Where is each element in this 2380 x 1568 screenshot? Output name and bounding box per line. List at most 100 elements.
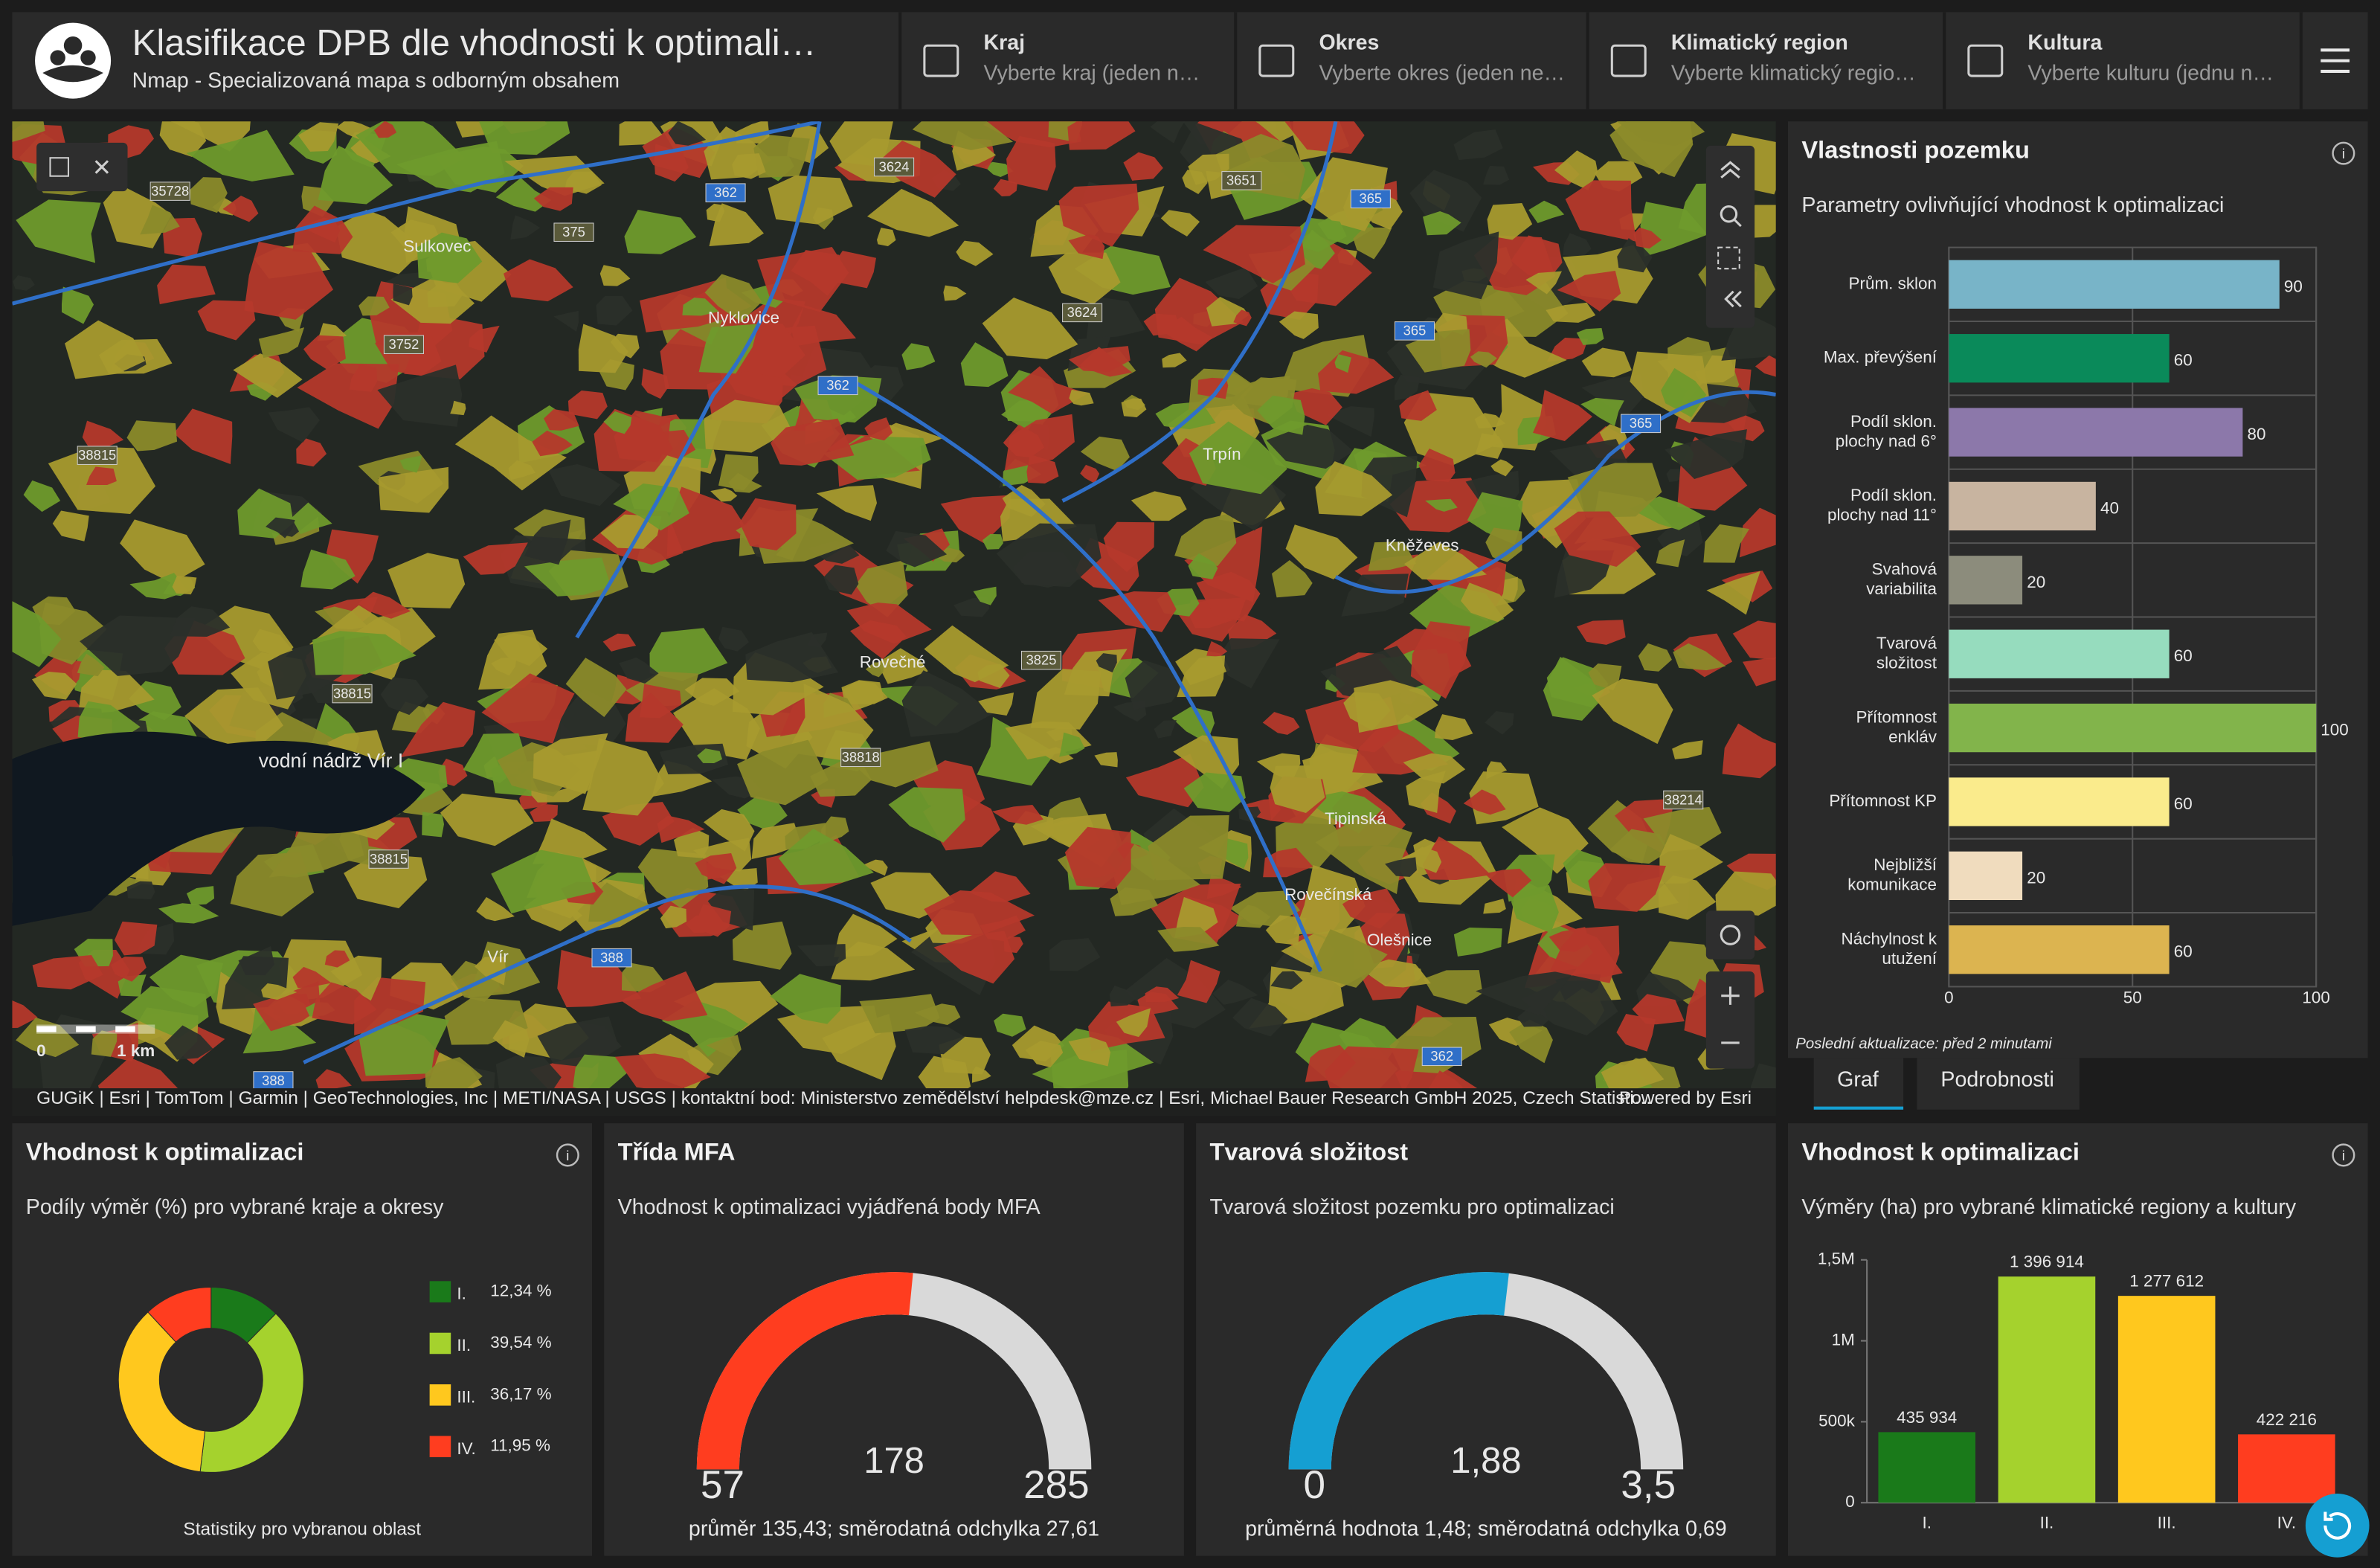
panel	[1196, 1123, 1776, 1556]
category-label: Přítomnost KP	[1829, 791, 1937, 810]
land-parcel	[1487, 203, 1533, 240]
land-parcel	[1257, 395, 1305, 435]
road-shield	[1663, 790, 1704, 810]
land-parcel	[732, 153, 766, 179]
land-parcel	[757, 247, 849, 312]
value-label: 90	[2284, 277, 2303, 295]
road-number: 362	[826, 377, 849, 393]
refresh-button[interactable]	[2305, 1494, 2370, 1558]
land-parcel	[1096, 653, 1117, 673]
tab-label: Podrobnosti	[1940, 1067, 2053, 1091]
menu-button[interactable]	[2303, 15, 2365, 106]
locate-button[interactable]	[1705, 910, 1755, 960]
tab[interactable]: Podrobnosti	[1917, 1058, 2080, 1110]
land-parcel	[940, 495, 1012, 544]
land-parcel	[1160, 210, 1200, 237]
land-parcel	[1206, 640, 1228, 657]
road-shield	[705, 183, 746, 202]
road-shield	[332, 684, 373, 704]
land-parcel	[479, 121, 570, 155]
bar	[1949, 629, 2170, 678]
land-parcel	[620, 971, 708, 1022]
land-parcel	[80, 615, 196, 676]
selection-tools[interactable]	[36, 142, 128, 192]
land-parcel	[573, 1054, 628, 1089]
filter[interactable]: Klimatický region Vyberte klimatický regi…	[1586, 12, 1916, 109]
road-shield	[1062, 303, 1103, 323]
nav-tools[interactable]	[1705, 145, 1755, 328]
tab[interactable]: Graf	[1813, 1058, 1904, 1110]
land-parcel	[1059, 732, 1085, 757]
land-parcel	[1485, 868, 1532, 898]
land-parcel	[1554, 150, 1598, 190]
bar	[1949, 408, 2243, 457]
info-icon[interactable]	[556, 1143, 579, 1167]
map[interactable]: Sulkovec Nyklovice Trpín Kněževes Rovečné vod…	[0, 87, 1807, 1120]
road-number: 3624	[879, 158, 910, 174]
land-parcel	[596, 295, 633, 326]
category-label: Tvarová složitost	[1876, 634, 1937, 672]
land-parcel	[855, 560, 908, 617]
land-parcel	[1177, 960, 1220, 1003]
filter-label: Kraj	[983, 31, 1025, 55]
land-parcel	[1721, 310, 1776, 361]
road-number: 365	[1360, 190, 1383, 206]
land-parcel	[1266, 424, 1354, 469]
land-parcel	[172, 575, 197, 595]
land-parcel	[312, 982, 377, 1025]
land-parcel	[335, 210, 425, 274]
land-parcel	[1220, 638, 1280, 689]
land-parcel	[878, 141, 956, 198]
land-parcel	[956, 240, 994, 266]
legend-value: 12,34 %	[490, 1282, 551, 1300]
filter-placeholder: Vyberte okres (jeden ne…	[1319, 62, 1565, 86]
land-parcel	[173, 408, 233, 465]
land-parcel	[1550, 925, 1620, 983]
land-parcel	[1324, 1046, 1419, 1089]
scale-label: 1 km	[117, 1041, 155, 1060]
bar	[2238, 1434, 2335, 1503]
land-parcel	[1125, 754, 1204, 808]
land-parcel	[537, 1016, 619, 1068]
land-parcel	[1485, 527, 1522, 562]
filter[interactable]: Kraj Vyberte kraj (jeden n…	[898, 12, 1200, 109]
zoom-buttons[interactable]	[1705, 971, 1755, 1069]
land-parcel	[120, 519, 205, 584]
land-parcel	[258, 327, 305, 359]
land-parcel	[704, 399, 792, 453]
land-parcel	[877, 228, 896, 246]
land-parcel	[261, 983, 298, 1000]
land-parcel	[1425, 498, 1458, 512]
info-icon[interactable]	[2332, 141, 2355, 165]
land-parcel	[768, 175, 853, 225]
info-icon[interactable]	[2332, 1143, 2355, 1167]
land-parcel	[706, 1035, 742, 1058]
x-tick-label: III.	[2158, 1514, 2176, 1532]
land-parcel	[770, 974, 841, 1024]
land-parcel	[841, 680, 888, 704]
land-parcel	[1509, 1019, 1553, 1064]
panel-title: Tvarová složitost	[1210, 1138, 1409, 1166]
powered-by: Powered by Esri	[1619, 1088, 1752, 1108]
land-parcel	[770, 418, 855, 466]
land-parcel	[126, 881, 155, 900]
legend-value: 36,17 %	[490, 1384, 551, 1403]
filter[interactable]: Okres Vyberte okres (jeden ne…	[1234, 12, 1565, 109]
x-tick-label: 50	[2123, 989, 2142, 1007]
land-parcel	[164, 1025, 213, 1060]
land-parcel	[1048, 252, 1121, 305]
land-parcel	[1630, 496, 1706, 530]
road-number: 38815	[370, 851, 408, 867]
land-parcel	[924, 890, 1035, 936]
land-parcel	[416, 232, 483, 283]
category-label: Náchylnost k utužení	[1842, 929, 1937, 968]
road	[575, 121, 822, 639]
road-shield	[874, 157, 915, 177]
land-parcel	[65, 320, 146, 379]
land-parcel	[13, 275, 35, 291]
land-parcel	[1463, 789, 1506, 815]
land-parcel	[510, 215, 541, 240]
filter[interactable]: Kultura Vyberte kulturu (jednu n…	[1943, 12, 2303, 109]
value-label: 80	[2248, 425, 2266, 443]
legend-swatch	[429, 1384, 451, 1406]
